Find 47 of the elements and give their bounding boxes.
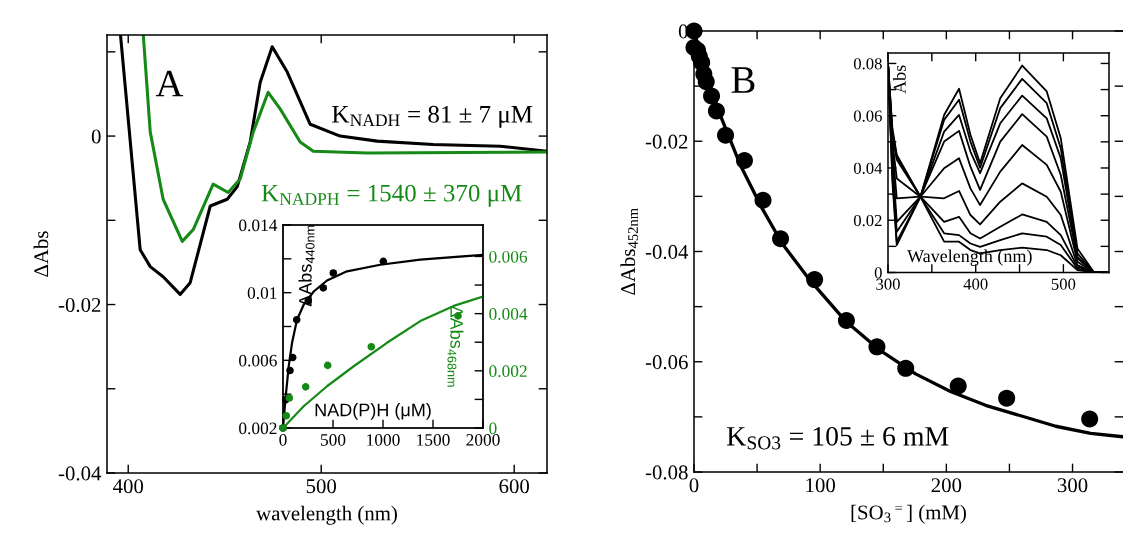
y2-tick-label: 0 xyxy=(489,422,497,435)
x-tick-label: 0 xyxy=(689,478,699,493)
x-tick-label: 500 xyxy=(1051,278,1076,290)
x-tick-label: 400 xyxy=(113,479,144,494)
x-tick-label: 400 xyxy=(963,278,988,290)
annotation: K$_{NADH}$ = 81 ± 7 μM xyxy=(332,105,533,128)
y-tick-label: 0.006 xyxy=(239,354,277,367)
x-tick-label: 500 xyxy=(320,434,346,446)
x-tick-label: 1000 xyxy=(367,434,400,446)
y-tick-label: 0.04 xyxy=(853,162,883,174)
x-tick-label: 200 xyxy=(931,478,962,493)
y-tick-label: 0 xyxy=(91,129,101,144)
y2-tick-label: 0.002 xyxy=(489,365,527,378)
y-tick-label: 0 xyxy=(874,267,882,279)
y-axis-title: ΔAbs xyxy=(33,231,49,277)
x-axis-title: Wavelength (nm) xyxy=(907,249,1032,266)
y-tick-label: 0.08 xyxy=(853,58,882,70)
y-tick-label: 0.02 xyxy=(853,214,882,227)
y-axis-title: ΔAbs$_{452nm}$ xyxy=(620,208,638,295)
annotation: B xyxy=(731,67,755,93)
y-tick-label: 0.002 xyxy=(239,422,277,435)
y-tick-label: -0.04 xyxy=(58,466,102,481)
annotation: K$_{SO3}$ = 105 ± 6 mM xyxy=(726,426,949,450)
annotation: K$_{NADPH}$ = 1540 ± 370 μM xyxy=(261,184,522,207)
x-tick-label: 2000 xyxy=(466,434,500,446)
y-tick-label: 0.06 xyxy=(853,110,882,122)
y-tick-label: 0.01 xyxy=(247,287,277,299)
x-tick-label: 500 xyxy=(306,479,337,494)
x-tick-label: 300 xyxy=(1057,478,1088,493)
y-axis-title: Abs xyxy=(893,65,906,94)
x-tick-label: 1500 xyxy=(417,434,450,446)
y-tick-label: -0.04 xyxy=(645,244,689,260)
y-tick-label: -0.02 xyxy=(645,134,688,149)
y-tick-label: -0.02 xyxy=(58,297,101,313)
y-tick-label: 0.014 xyxy=(239,219,278,232)
x-axis-title: [SO$_{3}$$^{=}$] (mM) xyxy=(851,504,966,524)
x-axis-title: NAD(P)H (μM) xyxy=(315,403,431,420)
x-tick-label: 300 xyxy=(876,278,900,290)
y2-tick-label: 0.004 xyxy=(489,308,528,320)
y-tick-label: -0.08 xyxy=(645,465,688,480)
x-tick-label: 600 xyxy=(499,479,530,494)
y2-tick-label: 0.006 xyxy=(489,250,528,263)
x-tick-label: 0 xyxy=(279,434,287,446)
x-tick-label: 100 xyxy=(806,478,836,493)
x-axis-title: wavelength (nm) xyxy=(256,505,397,525)
y-tick-label: -0.06 xyxy=(645,355,688,370)
annotation: A xyxy=(155,70,184,97)
